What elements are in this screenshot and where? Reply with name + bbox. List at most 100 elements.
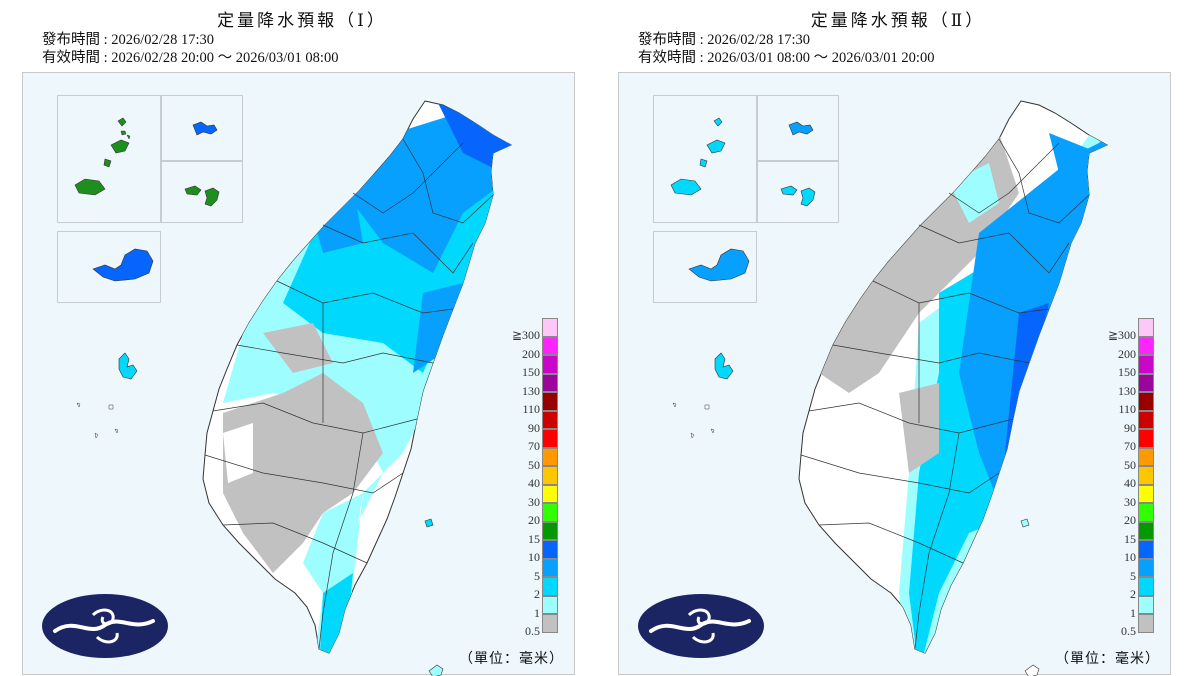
legend-swatch (542, 392, 558, 411)
legend-row: 200 (518, 336, 568, 361)
legend-label: 30 (1124, 494, 1136, 509)
legend-row: 150 (1114, 355, 1164, 379)
ludao-island (424, 518, 434, 528)
legend-swatch (542, 521, 558, 540)
legend-swatch (1138, 355, 1154, 374)
legend-label: 2 (1130, 587, 1136, 601)
legend-label: 2 (534, 587, 540, 601)
rainfall-map (74, 100, 513, 676)
legend-row: 15 (1114, 521, 1164, 546)
legend-swatch (1138, 336, 1154, 355)
legend-row: 0.5 (518, 614, 568, 638)
panel-title: 定量降水預報（Ⅰ） (217, 11, 387, 31)
legend-swatch (1138, 373, 1154, 392)
legend-row: 130 (1114, 373, 1164, 398)
legend-row: 70 (1114, 429, 1164, 453)
legend-swatch (1138, 318, 1154, 337)
cwa-logo (42, 594, 168, 658)
legend-swatch (542, 577, 558, 596)
legend-label: 40 (1124, 476, 1136, 490)
legend-label: 50 (528, 457, 540, 472)
legend-swatch (542, 355, 558, 374)
wuqiu-island (192, 121, 218, 136)
panel-title: 定量降水預報（Ⅱ） (810, 11, 986, 31)
unit-label: （單位：毫米） (459, 651, 564, 667)
legend-swatch (542, 614, 558, 633)
legend-label: 10 (528, 550, 540, 564)
legend-swatch (1138, 521, 1154, 540)
legend-swatch (542, 410, 558, 429)
legend-label: 90 (528, 420, 540, 435)
inset-kinmen (161, 161, 243, 223)
legend-label: 110 (1118, 402, 1136, 416)
legend-label: 150 (522, 365, 540, 379)
legend-label: 30 (528, 494, 540, 509)
legend-swatch (542, 373, 558, 392)
ludao-island (1020, 518, 1030, 528)
legend-row: 110 (1114, 392, 1164, 416)
rainfall-fill (223, 101, 511, 653)
legend-swatch (1138, 410, 1154, 429)
inset-matsu (57, 95, 161, 223)
legend-swatch (542, 558, 558, 577)
issued-time: 發布時間 : 2026/02/28 17:30 (42, 32, 214, 48)
legend-swatch (542, 540, 558, 559)
kinmen-islands (184, 185, 220, 207)
legend-label: 15 (528, 531, 540, 546)
legend-label: 130 (1118, 383, 1136, 398)
inset-matsu (653, 95, 757, 223)
legend-label: 0.5 (525, 624, 540, 638)
legend-row: 20 (518, 503, 568, 527)
legend-row: 200 (1114, 336, 1164, 361)
legend-label: 5 (534, 568, 540, 583)
legend-label: ≧300 (511, 328, 540, 342)
legend-label: 70 (528, 439, 540, 453)
legend-swatch (542, 503, 558, 522)
legend-swatch (542, 595, 558, 614)
legend-row: 1 (1114, 595, 1164, 620)
legend-label: 110 (522, 402, 540, 416)
legend-row: 2 (1114, 577, 1164, 601)
legend-row: 50 (1114, 447, 1164, 472)
legend-row: 10 (518, 540, 568, 564)
legend-swatch (1138, 540, 1154, 559)
legend-swatch (1138, 447, 1154, 466)
lanyu-island (428, 664, 444, 676)
legend-row: 5 (1114, 558, 1164, 583)
legend-swatch (1138, 595, 1154, 614)
legend-label: 200 (522, 346, 540, 361)
legend-row: 50 (518, 447, 568, 472)
penghu-islands (118, 352, 138, 380)
legend-label: 200 (1118, 346, 1136, 361)
legend-row: 5 (518, 558, 568, 583)
legend-label: 130 (522, 383, 540, 398)
legend-label: 40 (528, 476, 540, 490)
penghu-inset (688, 248, 750, 282)
forecast-panel-2: 定量降水預報（Ⅱ） 發布時間 : 2026/02/28 17:30 有效時間 :… (618, 0, 1178, 676)
legend-swatch (542, 336, 558, 355)
legend-label: ≧300 (1107, 328, 1136, 342)
unit-label: （單位：毫米） (1055, 651, 1160, 667)
legend-swatch (1138, 466, 1154, 485)
legend-swatch (1138, 484, 1154, 503)
legend-swatch (1138, 558, 1154, 577)
legend-row: ≧300 (1108, 318, 1164, 342)
legend-label: 5 (1130, 568, 1136, 583)
legend-row: 130 (518, 373, 568, 398)
legend-label: 50 (1124, 457, 1136, 472)
lanyu-island (1024, 664, 1040, 676)
matsu-islands (74, 117, 131, 196)
legend-label: 150 (1118, 365, 1136, 379)
county-borders (800, 138, 1090, 650)
map-area: ≧300 200 150 130 110 90 70 50 40 30 20 15 10 5 2 1 0.5 （… (618, 72, 1171, 676)
legend-swatch (542, 466, 558, 485)
legend-row: ≧300 (512, 318, 568, 342)
valid-time: 有效時間 : 2026/02/28 20:00 ～ 2026/03/01 08:… (42, 50, 339, 66)
legend-row: 15 (518, 521, 568, 546)
legend-row: 0.5 (1114, 614, 1164, 638)
legend-swatch (1138, 577, 1154, 596)
legend-label: 15 (1124, 531, 1136, 546)
legend-label: 70 (1124, 439, 1136, 453)
wuqiu-island (788, 121, 814, 136)
legend-row: 2 (518, 577, 568, 601)
